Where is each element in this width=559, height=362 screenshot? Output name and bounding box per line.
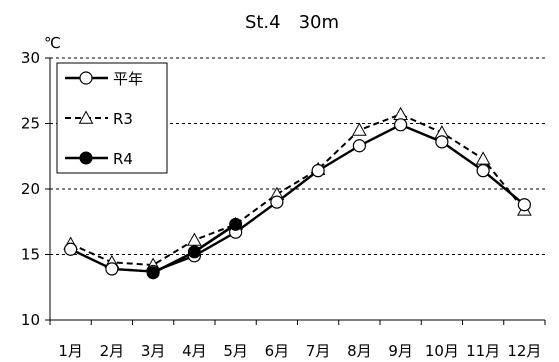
data-point: [393, 106, 408, 121]
y-tick-label: 30: [21, 49, 40, 67]
x-tick-label: 6月: [265, 342, 290, 360]
y-tick-label: 25: [21, 115, 40, 133]
data-point: [229, 217, 243, 231]
x-tick-label: 4月: [182, 342, 207, 360]
data-point: [352, 122, 367, 136]
legend: 平年 R3 R4: [56, 62, 168, 174]
x-tick-label: 1月: [58, 342, 83, 360]
legend-marker: [79, 71, 93, 85]
legend-label: 平年: [113, 70, 143, 88]
legend-marker: [79, 151, 93, 165]
y-tick-labels: 10 15 20 25 30: [21, 49, 40, 329]
axes: [45, 57, 546, 325]
x-tick-label: 9月: [388, 342, 413, 360]
data-point: [352, 139, 366, 153]
legend-marker: [78, 110, 94, 124]
x-tick-label: 3月: [141, 342, 166, 360]
y-tick-label: 20: [21, 180, 40, 198]
y-tick-label: 10: [21, 311, 40, 329]
legend-label: R3: [113, 110, 133, 128]
data-point: [146, 266, 160, 280]
gridlines: [50, 57, 545, 255]
data-point: [64, 242, 78, 256]
x-tick-label: 7月: [306, 342, 331, 360]
y-tick-label: 15: [21, 246, 40, 264]
legend-label: R4: [113, 150, 133, 168]
legend-box: [56, 62, 168, 174]
data-point: [476, 164, 490, 178]
data-point: [187, 245, 201, 259]
series-line: [70, 113, 526, 266]
x-tick-label: 2月: [100, 342, 125, 360]
x-tick-label: 10月: [425, 342, 459, 360]
x-tick-label: 12月: [507, 342, 541, 360]
data-point: [270, 195, 284, 209]
data-point: [435, 135, 449, 149]
data-point: [475, 151, 491, 165]
chart-title: St.4 30m: [245, 12, 339, 33]
data-point: [311, 164, 325, 178]
x-tick-label: 11月: [466, 342, 500, 360]
y-axis-unit: ℃: [44, 34, 61, 52]
data-point: [105, 262, 119, 276]
series: [63, 106, 532, 280]
x-tick-label: 5月: [223, 342, 248, 360]
data-point: [187, 232, 202, 246]
series-line: [70, 123, 526, 273]
x-tick-labels: 1月 2月 3月 4月 5月 6月 7月 8月 9月 10月 11月 12月: [58, 342, 541, 360]
x-tick-label: 8月: [347, 342, 372, 360]
series-r4: [146, 217, 243, 280]
data-point: [517, 198, 531, 212]
data-point: [394, 118, 408, 132]
